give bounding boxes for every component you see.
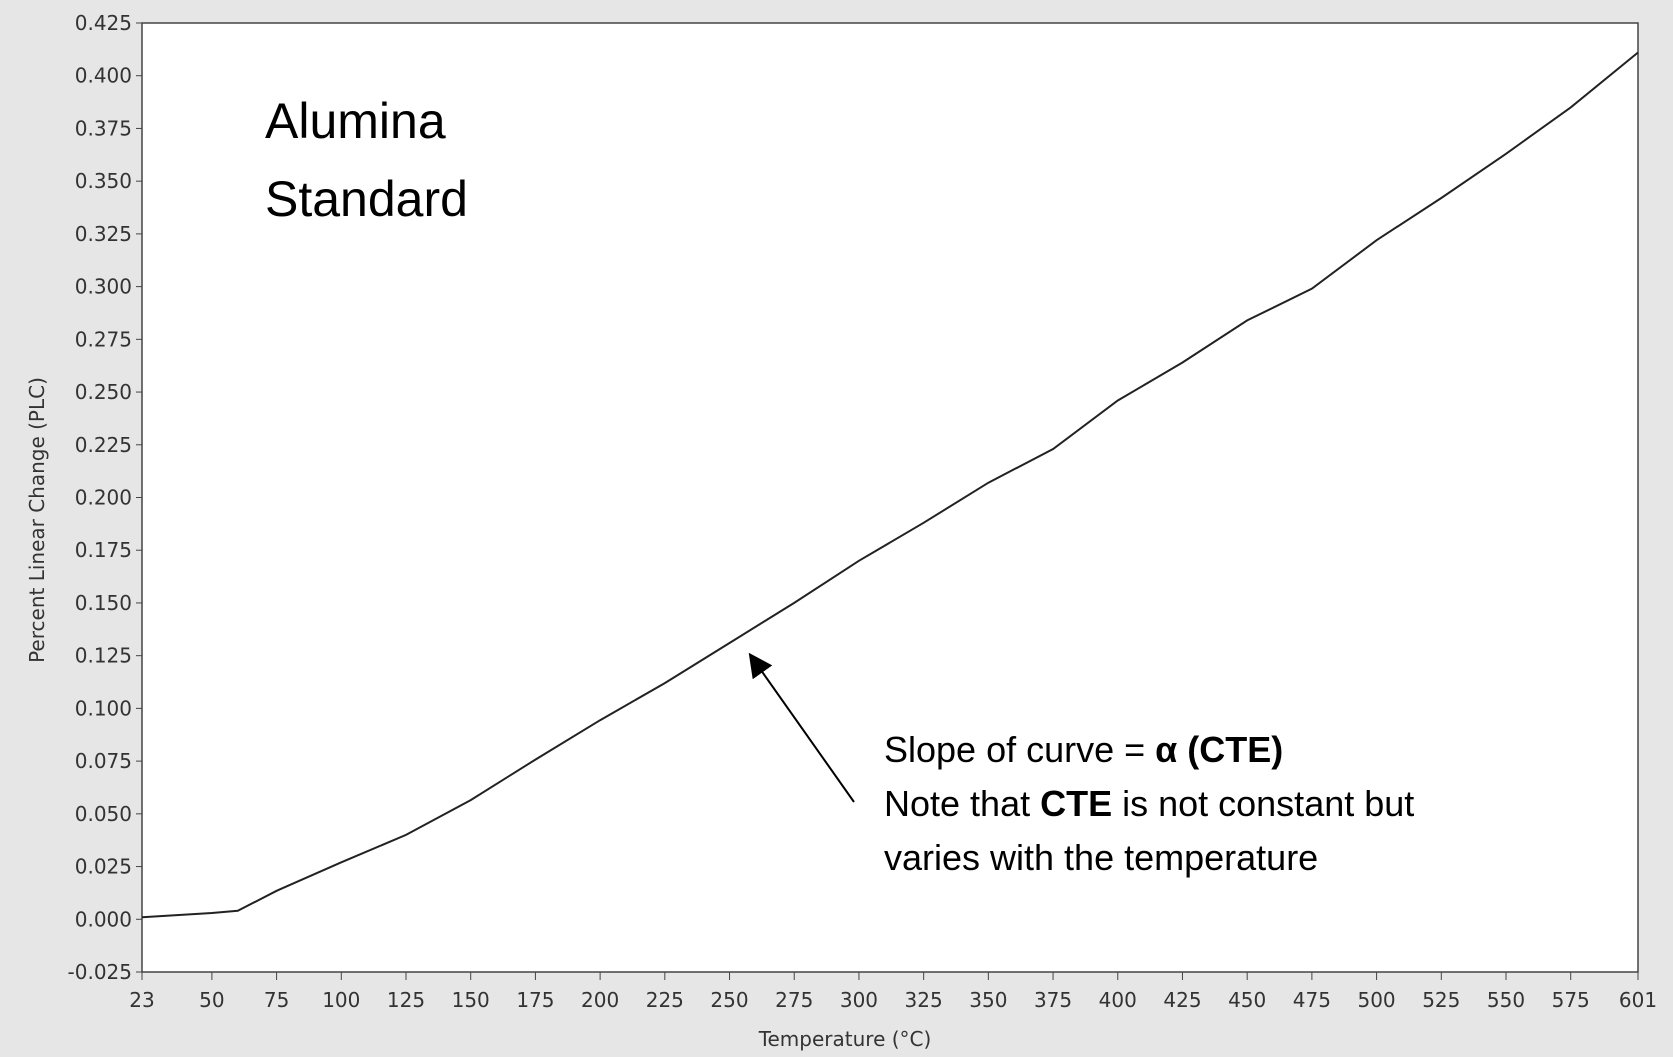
y-axis-label: Percent Linear Change (PLC)	[25, 377, 49, 663]
y-tick-label: 0.400	[75, 64, 132, 88]
x-tick-label: 500	[1357, 988, 1395, 1012]
annotation-segment: Note that	[884, 783, 1040, 824]
annotation-segment: Slope of curve =	[884, 729, 1155, 770]
x-tick-label: 50	[199, 988, 224, 1012]
y-tick-label: 0.075	[75, 749, 132, 773]
y-tick-label: 0.350	[75, 169, 132, 193]
y-tick-label: 0.025	[75, 855, 132, 879]
y-tick-label: 0.275	[75, 327, 132, 351]
x-tick-label: 400	[1099, 988, 1137, 1012]
y-tick-label: 0.150	[75, 591, 132, 615]
annotation-segment: CTE	[1040, 783, 1112, 824]
y-tick-label: 0.325	[75, 222, 132, 246]
y-tick-label: 0.425	[75, 11, 132, 35]
x-tick-label: 425	[1163, 988, 1201, 1012]
x-tick-label: 225	[646, 988, 684, 1012]
annotation-segment: is not constant but	[1112, 783, 1414, 824]
y-tick-label: 0.125	[75, 644, 132, 668]
x-tick-label: 23	[129, 988, 154, 1012]
x-tick-label: 200	[581, 988, 619, 1012]
x-tick-label: 325	[905, 988, 943, 1012]
y-tick-label: 0.200	[75, 486, 132, 510]
y-tick-label: 0.175	[75, 538, 132, 562]
x-tick-label: 525	[1422, 988, 1460, 1012]
x-axis-label: Temperature (°C)	[758, 1027, 932, 1051]
data-line	[141, 51, 1639, 919]
y-tick-label: 0.000	[75, 907, 132, 931]
x-tick-label: 601	[1619, 988, 1657, 1012]
y-tick-label: 0.250	[75, 380, 132, 404]
y-tick-label: 0.225	[75, 433, 132, 457]
plot-area	[141, 22, 1639, 973]
x-tick-label: 550	[1487, 988, 1525, 1012]
x-tick-label: 350	[969, 988, 1007, 1012]
x-tick-label: 375	[1034, 988, 1072, 1012]
annotation: Note that CTE is not constant but	[884, 783, 1414, 824]
x-tick-label: 275	[775, 988, 813, 1012]
annotation: Slope of curve = α (CTE)	[884, 729, 1283, 770]
arrow	[748, 652, 855, 803]
y-tick-label: -0.025	[68, 960, 132, 984]
x-tick-label: 450	[1228, 988, 1266, 1012]
x-tick-label: 575	[1552, 988, 1590, 1012]
y-tick-label: 0.375	[75, 116, 132, 140]
y-tick-label: 0.100	[75, 696, 132, 720]
y-tick-label: 0.300	[75, 275, 132, 299]
x-tick-label: 150	[452, 988, 490, 1012]
x-tick-label: 300	[840, 988, 878, 1012]
x-tick-label: 75	[264, 988, 289, 1012]
x-tick-label: 125	[387, 988, 425, 1012]
annotation-segment: α (CTE)	[1155, 729, 1283, 770]
x-tick-label: 175	[516, 988, 554, 1012]
y-tick-label: 0.050	[75, 802, 132, 826]
x-tick-label: 250	[710, 988, 748, 1012]
chart-title: Standard	[265, 171, 468, 227]
annotation: varies with the temperature	[884, 837, 1318, 878]
x-tick-label: 475	[1293, 988, 1331, 1012]
annotation-segment: varies with the temperature	[884, 837, 1318, 878]
x-tick-label: 100	[322, 988, 360, 1012]
chart-title: Alumina	[265, 93, 446, 149]
